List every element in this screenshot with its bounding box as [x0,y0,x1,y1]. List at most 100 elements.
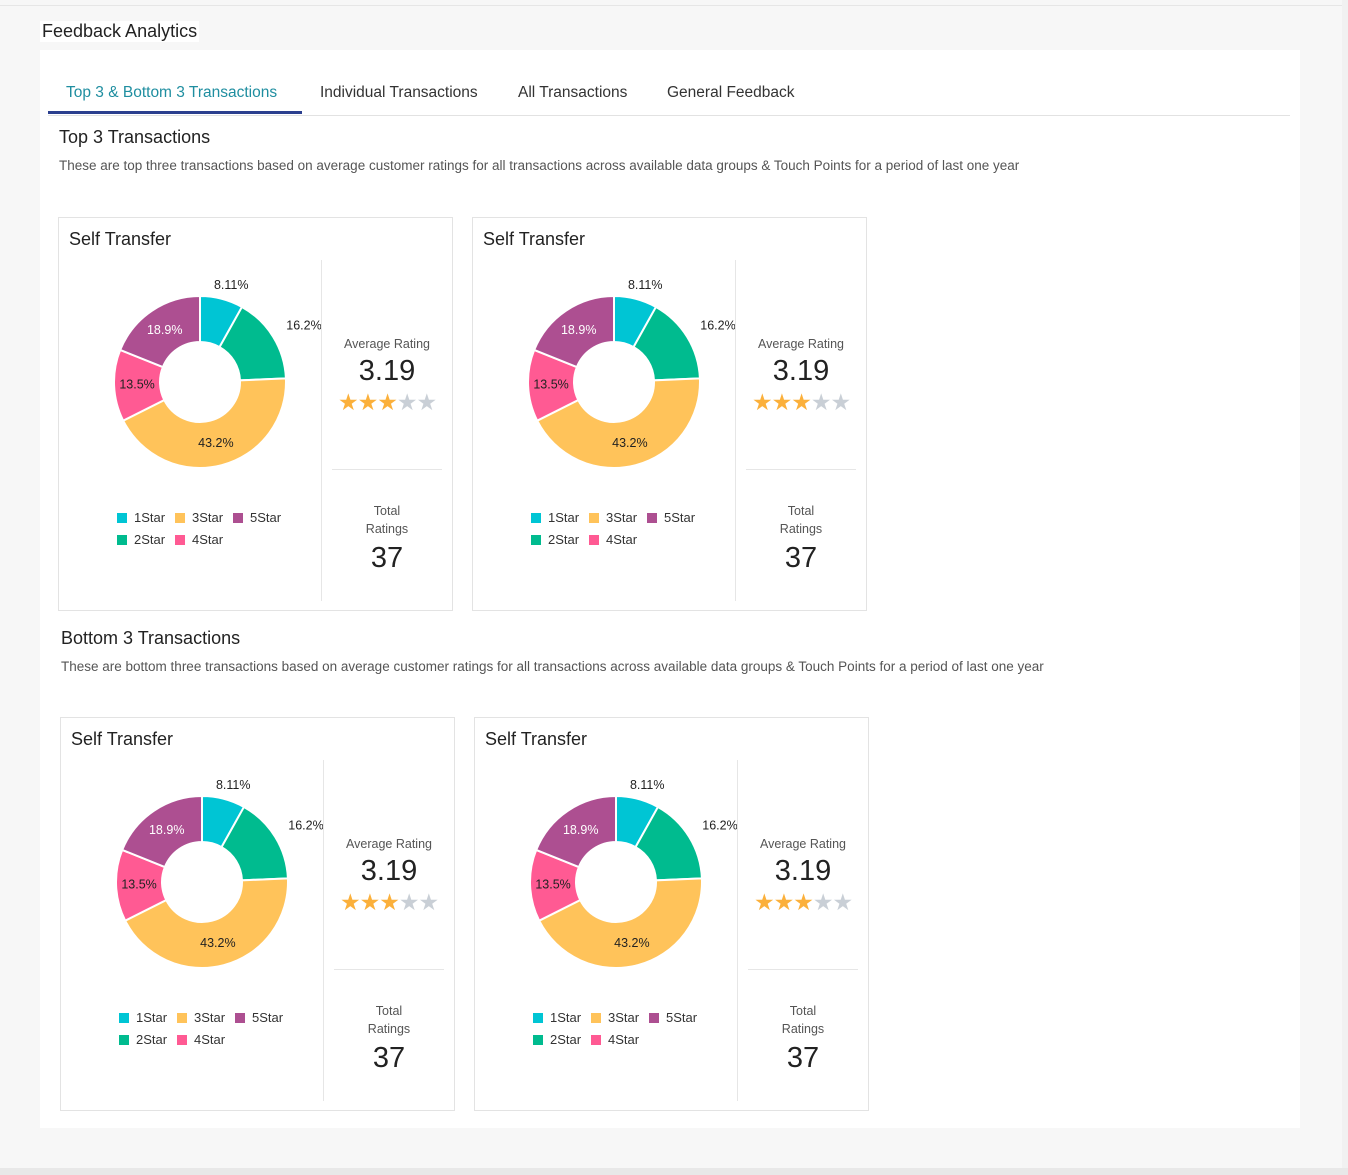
star-icon: ★ [379,889,400,915]
legend-item-3star[interactable]: 3Star [591,1010,639,1025]
average-rating-value: 3.19 [360,855,418,887]
star-icon: ★ [773,889,795,915]
legend-swatch [649,1013,659,1023]
legend-item-1star[interactable]: 1Star [531,510,579,525]
data-label: 43.2% [200,936,235,950]
legend-item-2star[interactable]: 2Star [533,1032,581,1047]
legend-label: 2Star [548,532,580,547]
legend-item-1star[interactable]: 1Star [119,1010,167,1025]
total-ratings-value: 37 [784,542,818,574]
legend-label: 2Star [550,1032,582,1047]
total-ratings-label: Ratings [779,522,823,536]
donut-slice-5star[interactable] [118,294,201,369]
star-icon: ★ [416,389,437,415]
data-label: 16.2% [700,318,735,332]
legend-label: 3Star [192,510,224,525]
average-rating-label: Average Rating [758,337,844,351]
star-icon: ★ [832,889,853,915]
legend-item-4star[interactable]: 4Star [591,1032,639,1047]
legend-item-5star[interactable]: 5Star [647,510,695,525]
legend-label: 1Star [134,510,166,525]
star-icon: ★ [751,389,773,415]
star-icon: ★ [418,889,439,915]
data-label: 18.9% [563,823,598,837]
data-label: 43.2% [614,936,649,950]
legend-label: 5Star [664,510,696,525]
data-label: 8.11% [630,778,665,792]
donut-slice-5star[interactable] [120,794,203,869]
total-ratings-label: Ratings [365,522,409,536]
data-label: 16.2% [288,818,323,832]
legend-item-2star[interactable]: 2Star [119,1032,167,1047]
star-icon: ★ [791,389,812,415]
legend-swatch [117,513,127,523]
data-label: 43.2% [612,436,647,450]
donut-slice-5star[interactable] [534,794,617,869]
legend-label: 1Star [550,1010,582,1025]
data-label: 13.5% [121,878,156,892]
star-icon: ★ [810,389,832,415]
legend-label: 5Star [666,1010,698,1025]
average-rating-value: 3.19 [358,355,416,387]
average-rating-value: 3.19 [772,355,830,387]
analytics-panel: Top 3 & Bottom 3 Transactions Individual… [40,50,1300,1128]
donut-slice-5star[interactable] [532,294,615,369]
legend-item-4star[interactable]: 4Star [175,532,223,547]
divider [332,469,442,470]
legend-item-3star[interactable]: 3Star [177,1010,225,1025]
divider [737,760,738,1101]
transaction-card: Self Transfer Average Rating 3.19 ★★★★★ Tota… [474,717,869,1111]
legend-item-5star[interactable]: 5Star [235,1010,283,1025]
star-icon: ★ [377,389,398,415]
total-ratings-value: 37 [370,542,404,574]
legend-item-5star[interactable]: 5Star [649,1010,697,1025]
legend-item-1star[interactable]: 1Star [533,1010,581,1025]
star-icon: ★ [339,889,361,915]
legend-item-3star[interactable]: 3Star [589,510,637,525]
average-rating-label: Average Rating [346,837,432,851]
legend-item-3star[interactable]: 3Star [175,510,223,525]
legend-swatch [533,1013,543,1023]
legend-swatch [647,513,657,523]
legend-item-2star[interactable]: 2Star [117,532,165,547]
legend-item-2star[interactable]: 2Star [531,532,579,547]
average-rating-label: Average Rating [344,337,430,351]
star-icon: ★ [793,889,814,915]
divider [323,760,324,1101]
legend-label: 1Star [136,1010,168,1025]
legend-swatch [177,1035,187,1045]
legend-item-4star[interactable]: 4Star [177,1032,225,1047]
legend-swatch [117,535,127,545]
tab-general-feedback[interactable]: General Feedback [667,84,795,101]
rating-donut-chart: 8.11% 16.2% 43.2% 13.5% 18.9% [113,278,321,469]
divider [334,969,444,970]
legend-label: 4Star [194,1032,226,1047]
legend-label: 1Star [548,510,580,525]
divider [321,260,322,601]
section-title-top: Top 3 Transactions [59,127,211,147]
total-ratings-label: Total [787,504,815,518]
legend-swatch [591,1013,601,1023]
divider [735,260,736,601]
scrollbar-track[interactable] [1342,0,1348,1175]
legend-label: 2Star [136,1032,168,1047]
legend-label: 3Star [194,1010,226,1025]
total-ratings-label: Total [789,1004,817,1018]
star-icon: ★ [398,889,420,915]
legend-swatch [589,535,599,545]
top-border [0,5,1348,6]
rating-donut-chart: 8.11% 16.2% 43.2% 13.5% 18.9% [527,278,735,469]
card-title: Self Transfer [483,229,586,249]
section-description-top: These are top three transactions based o… [59,158,1020,173]
tab-all-transactions[interactable]: All Transactions [518,84,628,101]
star-icon: ★ [359,889,381,915]
legend-item-4star[interactable]: 4Star [589,532,637,547]
legend-item-1star[interactable]: 1Star [117,510,165,525]
tab-individual-transactions[interactable]: Individual Transactions [320,84,478,101]
total-ratings-value: 37 [372,1042,406,1074]
legend-swatch [235,1013,245,1023]
tab-top-bottom-transactions[interactable]: Top 3 & Bottom 3 Transactions [66,84,278,101]
legend-item-5star[interactable]: 5Star [233,510,281,525]
legend-swatch [531,513,541,523]
data-label: 13.5% [533,378,568,392]
